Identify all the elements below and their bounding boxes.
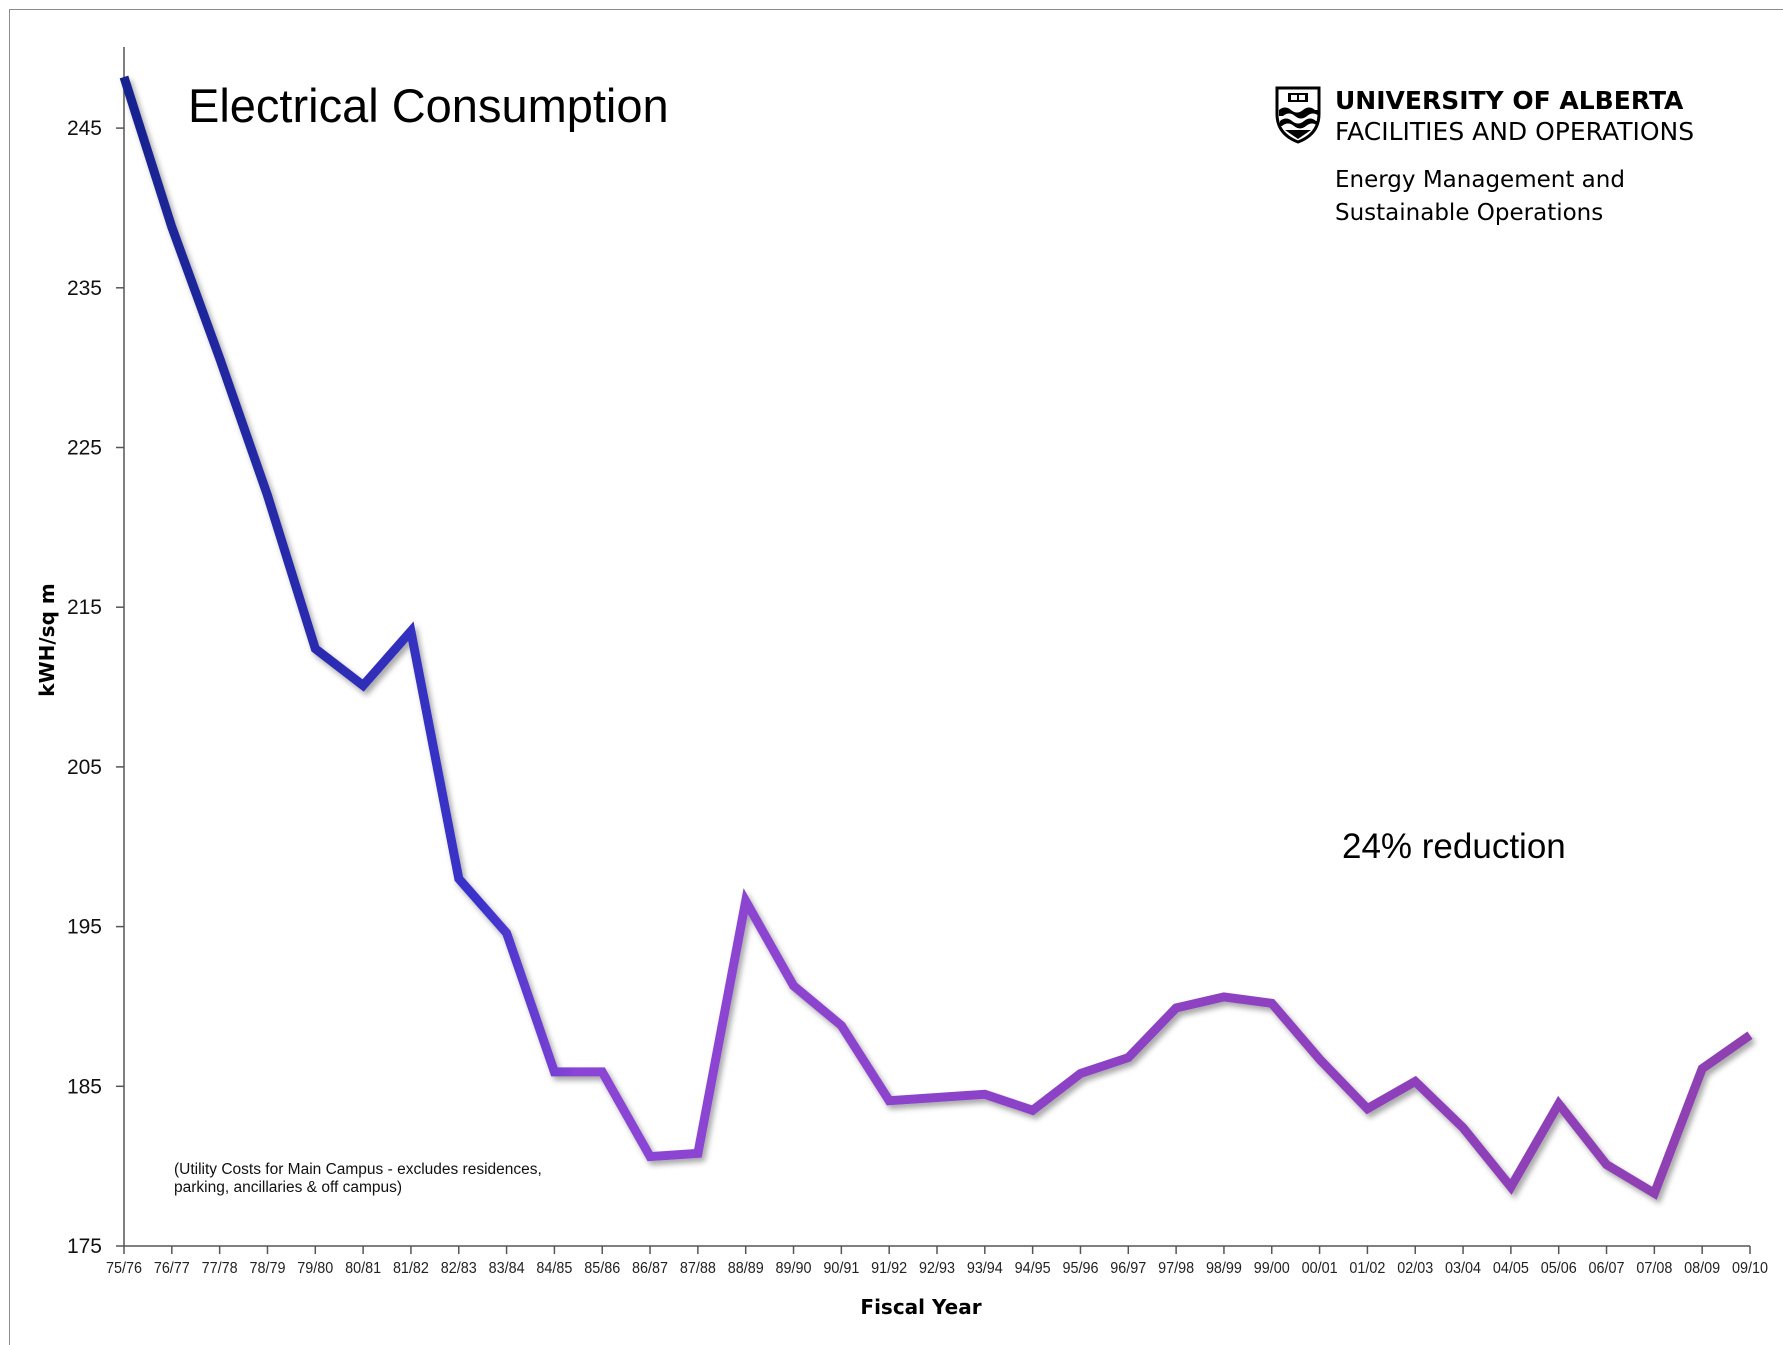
x-tick-label: 96/97	[1110, 1260, 1146, 1277]
x-tick-label: 02/03	[1397, 1260, 1433, 1277]
chart-title: Electrical Consumption	[188, 79, 669, 132]
branding-block: UNIVERSITY OF ALBERTA FACILITIES AND OPE…	[1275, 86, 1694, 226]
x-tick-label: 86/87	[632, 1260, 668, 1277]
x-tick-label: 98/99	[1206, 1260, 1242, 1277]
y-tick-label: 225	[67, 437, 102, 460]
x-tick-label: 01/02	[1349, 1260, 1385, 1277]
x-tick-label: 04/05	[1493, 1260, 1529, 1277]
x-tick-label: 90/91	[823, 1260, 859, 1277]
university-name: UNIVERSITY OF ALBERTA	[1335, 86, 1684, 115]
x-tick-label: 05/06	[1541, 1260, 1577, 1277]
x-tick-label: 89/90	[776, 1260, 812, 1277]
x-tick-label: 07/08	[1636, 1260, 1672, 1277]
y-axis: 175 185 195 205 215 225 235 245	[67, 47, 125, 1258]
x-tick-label: 09/10	[1732, 1260, 1768, 1277]
x-tick-label: 08/09	[1684, 1260, 1720, 1277]
y-tick-label: 235	[67, 277, 102, 300]
x-tick-label: 87/88	[680, 1260, 716, 1277]
x-tick-label: 88/89	[728, 1260, 764, 1277]
x-tick-label: 78/79	[249, 1260, 285, 1277]
x-tick-label: 93/94	[967, 1260, 1003, 1277]
x-tick-label: 75/76	[106, 1260, 142, 1277]
y-tick-label: 185	[67, 1075, 102, 1098]
consumption-series-line	[119, 75, 1753, 1200]
y-tick-label: 195	[67, 916, 102, 939]
y-tick-label: 245	[67, 117, 102, 140]
x-tick-label: 03/04	[1445, 1260, 1481, 1277]
x-axis: 75/76 76/77 77/78 78/79 79/80 80/81 81/82 82/83…	[106, 1245, 1768, 1277]
x-axis-label: Fiscal Year	[860, 1295, 981, 1319]
x-tick-label: 81/82	[393, 1260, 429, 1277]
x-tick-label: 97/98	[1158, 1260, 1194, 1277]
y-tick-label: 215	[67, 596, 102, 619]
x-tick-label: 92/93	[919, 1260, 955, 1277]
chart-frame	[9, 9, 1783, 1345]
y-tick-label: 175	[67, 1235, 102, 1258]
reduction-annotation: 24% reduction	[1342, 827, 1566, 866]
x-tick-label: 76/77	[154, 1260, 190, 1277]
y-axis-label: kWH/sq m	[35, 583, 59, 696]
unit-name: FACILITIES AND OPERATIONS	[1335, 117, 1694, 146]
y-tick-label: 205	[67, 756, 102, 779]
x-tick-label: 82/83	[441, 1260, 477, 1277]
university-crest-icon	[1275, 86, 1321, 144]
x-tick-label: 99/00	[1254, 1260, 1290, 1277]
x-tick-label: 95/96	[1062, 1260, 1098, 1277]
series-layer	[119, 75, 1753, 1200]
scope-note-line-2: parking, ancillaries & off campus)	[174, 1179, 402, 1196]
x-tick-label: 91/92	[871, 1260, 907, 1277]
x-tick-label: 94/95	[1015, 1260, 1051, 1277]
x-tick-label: 00/01	[1302, 1260, 1338, 1277]
x-tick-label: 77/78	[202, 1260, 238, 1277]
scope-note-line-1: (Utility Costs for Main Campus - exclude…	[174, 1161, 542, 1178]
department-line-1: Energy Management and	[1335, 167, 1625, 193]
x-tick-label: 83/84	[489, 1260, 525, 1277]
x-tick-label: 80/81	[345, 1260, 381, 1277]
x-tick-label: 79/80	[297, 1260, 333, 1277]
x-tick-label: 85/86	[584, 1260, 620, 1277]
department-line-2: Sustainable Operations	[1335, 200, 1603, 226]
x-tick-label: 84/85	[536, 1260, 572, 1277]
x-tick-label: 06/07	[1589, 1260, 1625, 1277]
